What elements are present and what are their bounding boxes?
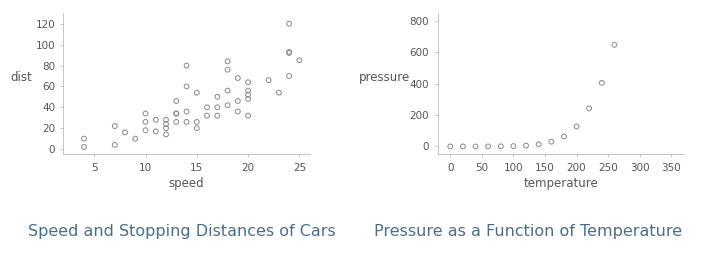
Point [571,124,582,128]
Point [171,111,182,116]
Point [222,59,233,64]
Point [191,90,202,95]
Point [140,120,151,124]
Point [232,99,243,103]
Point [191,120,202,124]
Point [508,144,519,148]
Point [243,89,254,93]
Point [130,136,141,141]
Point [109,124,121,128]
Point [609,43,620,47]
Point [263,78,274,82]
Text: Speed and Stopping Distances of Cars: Speed and Stopping Distances of Cars [28,225,336,239]
Point [596,81,608,85]
Point [283,74,295,78]
Point [458,144,469,149]
X-axis label: speed: speed [168,177,204,190]
Point [546,140,557,144]
Point [140,111,151,116]
Point [150,118,161,122]
Point [495,144,506,148]
Point [212,114,223,118]
Point [191,126,202,130]
Point [161,132,172,136]
Point [520,143,532,148]
Point [171,111,182,116]
Point [222,89,233,93]
Point [533,142,544,147]
Y-axis label: dist: dist [11,71,32,84]
Point [181,63,192,68]
Point [150,129,161,134]
Point [161,122,172,126]
Point [212,105,223,109]
Point [161,126,172,130]
Point [558,134,570,139]
Point [283,51,295,55]
Point [140,128,151,132]
Point [584,106,595,110]
Point [202,105,213,109]
Point [243,114,254,118]
Point [294,58,305,63]
Point [222,68,233,72]
Point [482,144,493,149]
Point [232,109,243,114]
Point [283,50,295,54]
Point [181,109,192,114]
Point [283,22,295,26]
Point [119,130,130,135]
Point [243,93,254,97]
Point [161,118,172,122]
Point [243,80,254,84]
Y-axis label: pressure: pressure [359,71,410,84]
Point [222,103,233,107]
Point [212,95,223,99]
Point [78,136,90,141]
Point [181,84,192,89]
Point [171,120,182,124]
Point [202,114,213,118]
Point [171,99,182,103]
Point [445,144,456,149]
Point [232,76,243,80]
Point [109,143,121,147]
Point [78,145,90,149]
Point [243,97,254,101]
Text: Pressure as a Function of Temperature: Pressure as a Function of Temperature [374,225,682,239]
Point [181,120,192,124]
Point [274,90,285,95]
Point [470,144,482,149]
X-axis label: temperature: temperature [523,177,598,190]
